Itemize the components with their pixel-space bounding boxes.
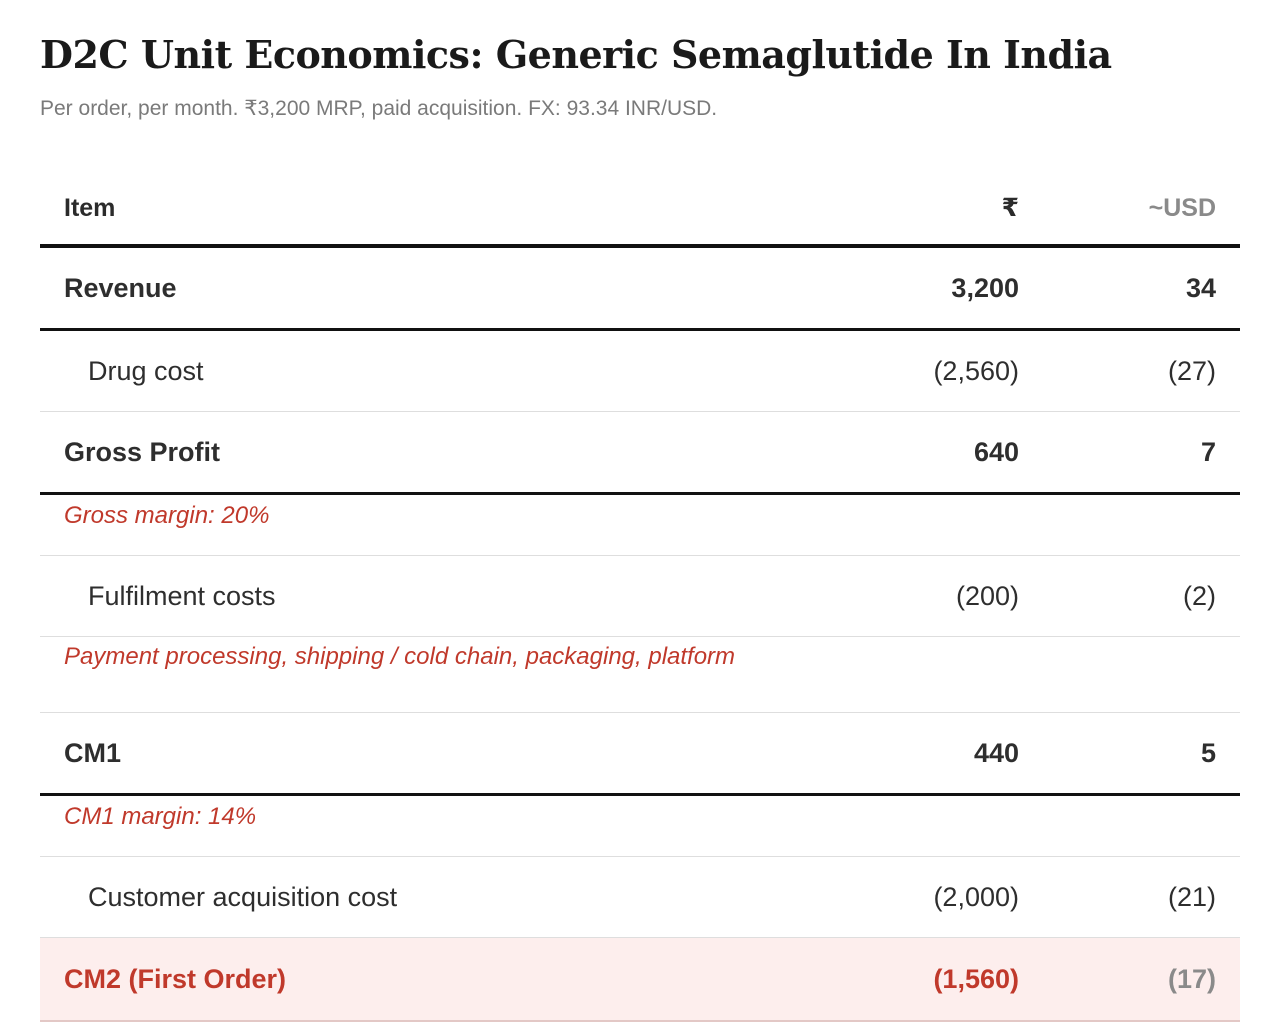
row-inr-value: 3,200 <box>951 272 1019 303</box>
row-usd-value: (2) <box>1043 555 1240 637</box>
row-label: CM2 (First Order) <box>40 937 810 1022</box>
cm1-margin-note: CM1 margin: 14% <box>40 794 1240 857</box>
row-label: CM1 <box>64 737 122 768</box>
row-drug-cost: Drug cost (2,560) (27) <box>40 329 1240 412</box>
row-inr-value: (2,560) <box>810 329 1043 412</box>
row-usd-value: 34 <box>1185 272 1216 303</box>
row-customer-acquisition-cost: Customer acquisition cost (2,000) (21) <box>40 856 1240 938</box>
row-inr-value: (200) <box>810 555 1043 637</box>
gross-margin-note: Gross margin: 20% <box>40 493 1240 556</box>
header-item: Item <box>64 193 116 222</box>
row-cm1: CM1 440 5 <box>40 713 1240 795</box>
header-inr: ₹ <box>1001 194 1019 222</box>
row-cm2-first-order: CM2 (First Order) (1,560) (17) <box>40 937 1240 1022</box>
header-usd: ~USD <box>1148 193 1216 222</box>
page-title: D2C Unit Economics: Generic Semaglutide … <box>40 32 1112 77</box>
row-usd-value: (27) <box>1043 329 1240 412</box>
page-subtitle: Per order, per month. ₹3,200 MRP, paid a… <box>40 97 718 120</box>
row-fulfilment-note: Payment processing, shipping / cold chai… <box>40 636 1240 713</box>
row-label: Fulfilment costs <box>40 555 810 637</box>
row-revenue: Revenue 3,200 34 <box>40 246 1240 330</box>
row-usd-value: 5 <box>1200 737 1216 768</box>
row-usd-value: (17) <box>1043 937 1240 1022</box>
row-inr-value: (1,560) <box>810 937 1043 1022</box>
row-usd-value: 7 <box>1200 436 1216 467</box>
row-label: Customer acquisition cost <box>40 856 810 938</box>
row-gross-margin-note: Gross margin: 20% <box>40 493 1240 556</box>
row-cm1-margin-note: CM1 margin: 14% <box>40 794 1240 857</box>
row-usd-value: (21) <box>1043 856 1240 938</box>
row-gross-profit: Gross Profit 640 7 <box>40 412 1240 494</box>
row-inr-value: (2,000) <box>810 856 1043 938</box>
row-label: Drug cost <box>40 329 810 412</box>
row-inr-value: 640 <box>973 436 1019 467</box>
row-fulfilment-costs: Fulfilment costs (200) (2) <box>40 555 1240 637</box>
table-header-row: Item ₹ ~USD <box>40 172 1240 246</box>
row-label: Revenue <box>64 272 177 303</box>
unit-economics-table: Item ₹ ~USD Revenue 3,200 34 Drug cost (… <box>40 172 1240 1022</box>
row-inr-value: 440 <box>973 737 1019 768</box>
row-label: Gross Profit <box>64 436 221 467</box>
fulfilment-note: Payment processing, shipping / cold chai… <box>64 643 736 670</box>
